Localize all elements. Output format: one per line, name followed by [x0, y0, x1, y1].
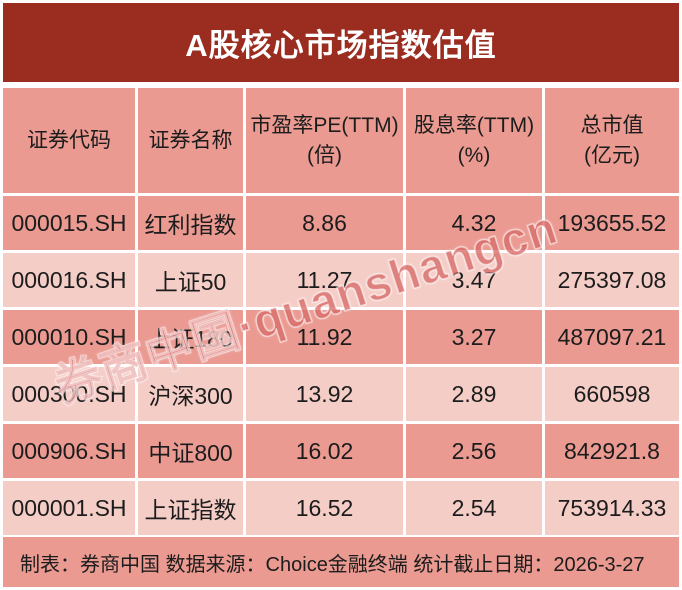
page-title: A股核心市场指数估值	[185, 28, 497, 63]
cell-pe: 11.92	[246, 310, 403, 364]
cell-pe: 13.92	[246, 367, 403, 421]
cell-code: 000300.SH	[3, 367, 135, 421]
cell-name: 红利指数	[138, 196, 243, 250]
column-header-label: 证券名称	[148, 128, 233, 152]
column-header-dividend-yield: 股息率(TTM) (%)	[406, 88, 542, 193]
cell-code: 000906.SH	[3, 424, 135, 478]
cell-name: 上证指数	[138, 481, 243, 535]
index-valuation-table: 证券代码 证券名称 市盈率PE(TTM) (倍) 股息率(TTM) (%) 总市…	[3, 88, 679, 535]
cell-dividend-yield: 3.27	[406, 310, 542, 364]
cell-name: 上证50	[138, 253, 243, 307]
cell-dividend-yield: 2.56	[406, 424, 542, 478]
cell-code: 000010.SH	[3, 310, 135, 364]
cell-pe: 16.02	[246, 424, 403, 478]
column-header-label: 总市值	[580, 113, 644, 137]
cell-dividend-yield: 4.32	[406, 196, 542, 250]
title-banner: A股核心市场指数估值	[3, 3, 679, 82]
cell-code: 000015.SH	[3, 196, 135, 250]
cell-market-cap: 842921.8	[545, 424, 679, 478]
column-header-code: 证券代码	[3, 88, 135, 193]
cell-pe: 8.86	[246, 196, 403, 250]
column-header-unit: (亿元)	[584, 143, 640, 167]
cell-pe: 11.27	[246, 253, 403, 307]
column-header-market-cap: 总市值 (亿元)	[545, 88, 679, 193]
cell-dividend-yield: 2.54	[406, 481, 542, 535]
cell-code: 000016.SH	[3, 253, 135, 307]
cell-pe: 16.52	[246, 481, 403, 535]
cell-market-cap: 487097.21	[545, 310, 679, 364]
source-footer-text: 制表：券商中国 数据来源：Choice金融终端 统计截止日期：2026-3-27	[20, 553, 645, 576]
cell-market-cap: 193655.52	[545, 196, 679, 250]
cell-name: 沪深300	[138, 367, 243, 421]
cell-name: 中证800	[138, 424, 243, 478]
cell-market-cap: 275397.08	[545, 253, 679, 307]
column-header-label: 股息率(TTM)	[413, 113, 535, 137]
source-footer: 制表：券商中国 数据来源：Choice金融终端 统计截止日期：2026-3-27	[3, 537, 679, 587]
column-header-pe: 市盈率PE(TTM) (倍)	[246, 88, 403, 193]
cell-code: 000001.SH	[3, 481, 135, 535]
column-header-label: 市盈率PE(TTM)	[250, 113, 399, 137]
column-header-label: 证券代码	[27, 128, 111, 152]
cell-dividend-yield: 2.89	[406, 367, 542, 421]
cell-market-cap: 660598	[545, 367, 679, 421]
cell-dividend-yield: 3.47	[406, 253, 542, 307]
cell-market-cap: 753914.33	[545, 481, 679, 535]
column-header-name: 证券名称	[138, 88, 243, 193]
column-header-unit: (倍)	[307, 143, 342, 167]
column-header-unit: (%)	[457, 143, 491, 167]
cell-name: 上证180	[138, 310, 243, 364]
